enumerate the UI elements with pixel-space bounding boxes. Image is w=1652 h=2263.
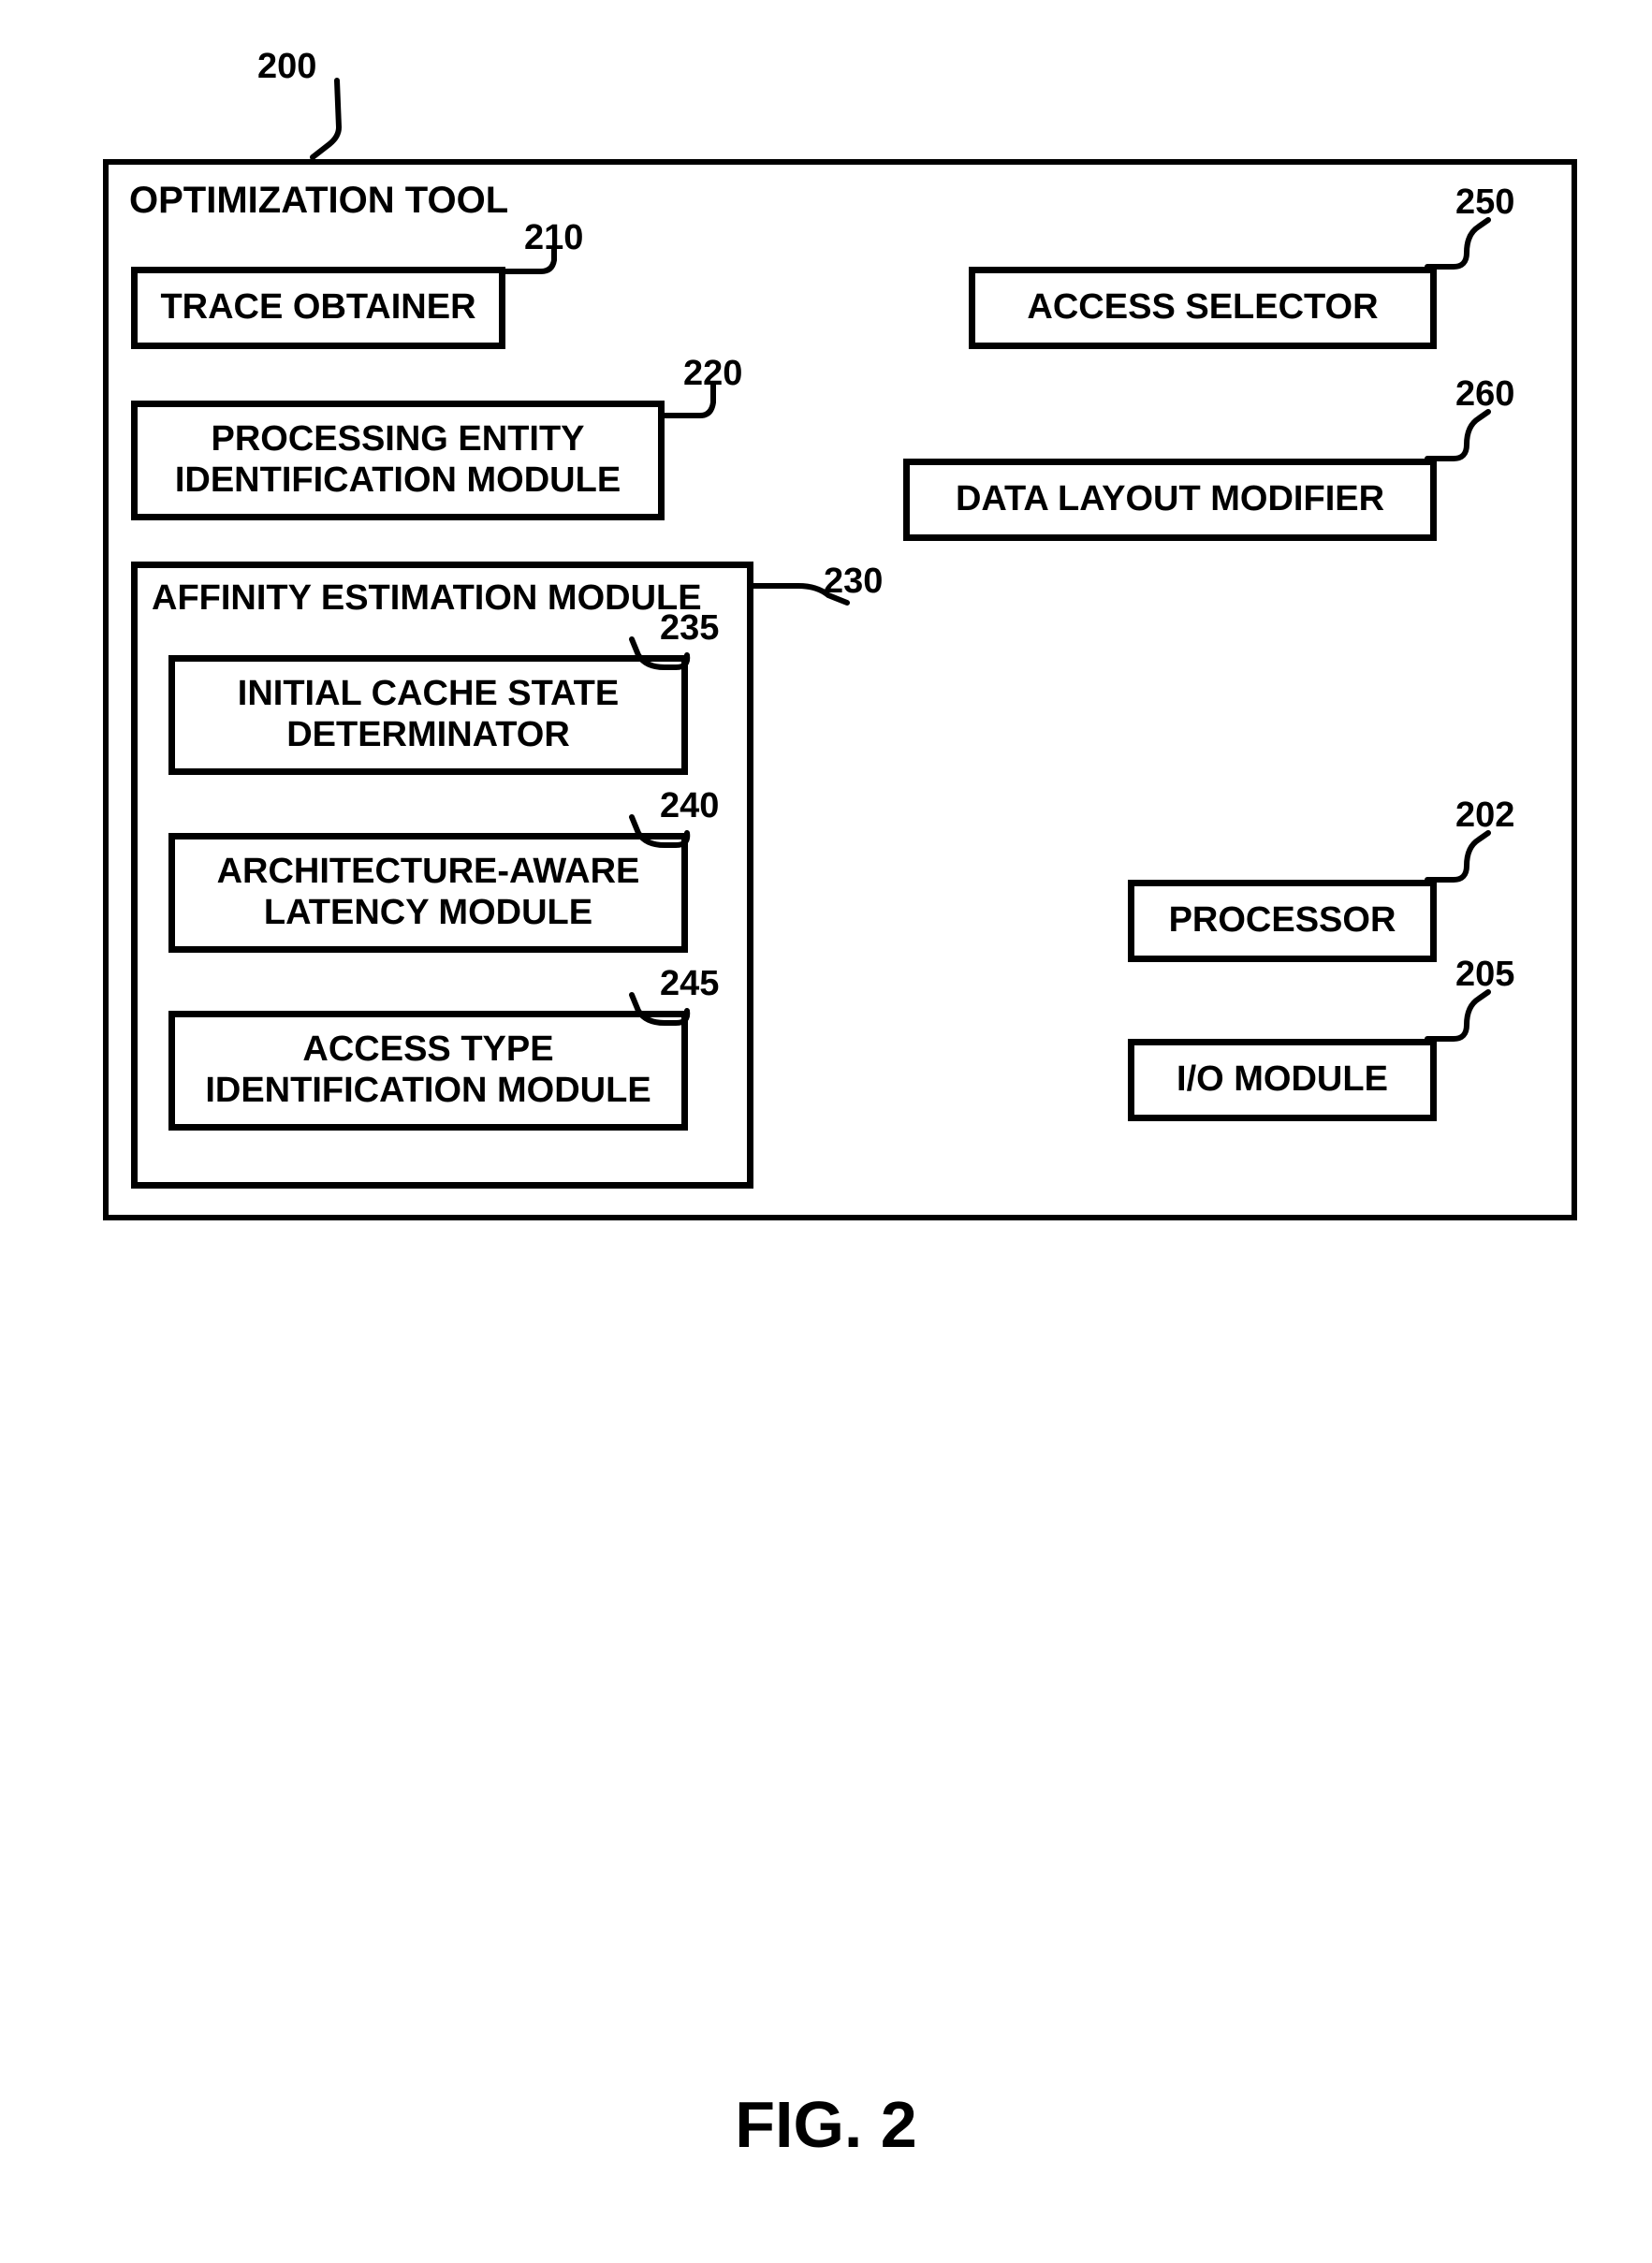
access-selector-label: ACCESS SELECTOR <box>1027 287 1378 328</box>
container-title: OPTIMIZATION TOOL <box>129 180 508 222</box>
initial-cache-box: INITIAL CACHE STATE DETERMINATOR <box>168 655 688 775</box>
ref-210-text: 210 <box>524 218 583 257</box>
access-selector-box: ACCESS SELECTOR <box>969 267 1437 349</box>
ref-200: 200 <box>257 47 316 87</box>
io-module-box: I/O MODULE <box>1128 1039 1437 1121</box>
ref-250-text: 250 <box>1455 182 1514 222</box>
io-module-label: I/O MODULE <box>1177 1059 1388 1101</box>
processing-entity-label: PROCESSING ENTITY IDENTIFICATION MODULE <box>154 419 641 501</box>
ref-250: 250 <box>1455 182 1514 223</box>
ref-202-text: 202 <box>1455 796 1514 835</box>
data-layout-box: DATA LAYOUT MODIFIER <box>903 459 1437 541</box>
processor-box: PROCESSOR <box>1128 880 1437 962</box>
trace-obtainer-label: TRACE OBTAINER <box>160 287 475 328</box>
data-layout-label: DATA LAYOUT MODIFIER <box>956 479 1384 520</box>
processing-entity-box: PROCESSING ENTITY IDENTIFICATION MODULE <box>131 401 665 520</box>
figure-caption: FIG. 2 <box>735 2087 916 2162</box>
trace-obtainer-box: TRACE OBTAINER <box>131 267 505 349</box>
container-title-text: OPTIMIZATION TOOL <box>129 180 508 221</box>
ref-245-text: 245 <box>660 964 719 1003</box>
arch-latency-box: ARCHITECTURE-AWARE LATENCY MODULE <box>168 833 688 953</box>
arch-latency-label: ARCHITECTURE-AWARE LATENCY MODULE <box>192 852 665 933</box>
access-type-box: ACCESS TYPE IDENTIFICATION MODULE <box>168 1011 688 1131</box>
ref-220-text: 220 <box>683 354 742 393</box>
ref-245: 245 <box>660 964 719 1004</box>
initial-cache-label: INITIAL CACHE STATE DETERMINATOR <box>192 674 665 755</box>
ref-205-text: 205 <box>1455 955 1514 994</box>
figure-caption-text: FIG. 2 <box>735 2088 916 2161</box>
ref-210: 210 <box>524 218 583 258</box>
affinity-title: AFFINITY ESTIMATION MODULE <box>152 578 702 619</box>
ref-220: 220 <box>683 354 742 394</box>
ref-205: 205 <box>1455 955 1514 995</box>
ref-235: 235 <box>660 608 719 649</box>
ref-260-text: 260 <box>1455 374 1514 414</box>
ref-200-text: 200 <box>257 47 316 86</box>
access-type-label: ACCESS TYPE IDENTIFICATION MODULE <box>192 1029 665 1111</box>
pointer-200 <box>316 80 373 165</box>
ref-240-text: 240 <box>660 786 719 825</box>
ref-230-text: 230 <box>824 562 883 601</box>
processor-label: PROCESSOR <box>1169 900 1396 942</box>
ref-260: 260 <box>1455 374 1514 415</box>
ref-240: 240 <box>660 786 719 826</box>
ref-202: 202 <box>1455 796 1514 836</box>
ref-235-text: 235 <box>660 608 719 648</box>
ref-230: 230 <box>824 562 883 602</box>
affinity-title-text: AFFINITY ESTIMATION MODULE <box>152 578 702 618</box>
